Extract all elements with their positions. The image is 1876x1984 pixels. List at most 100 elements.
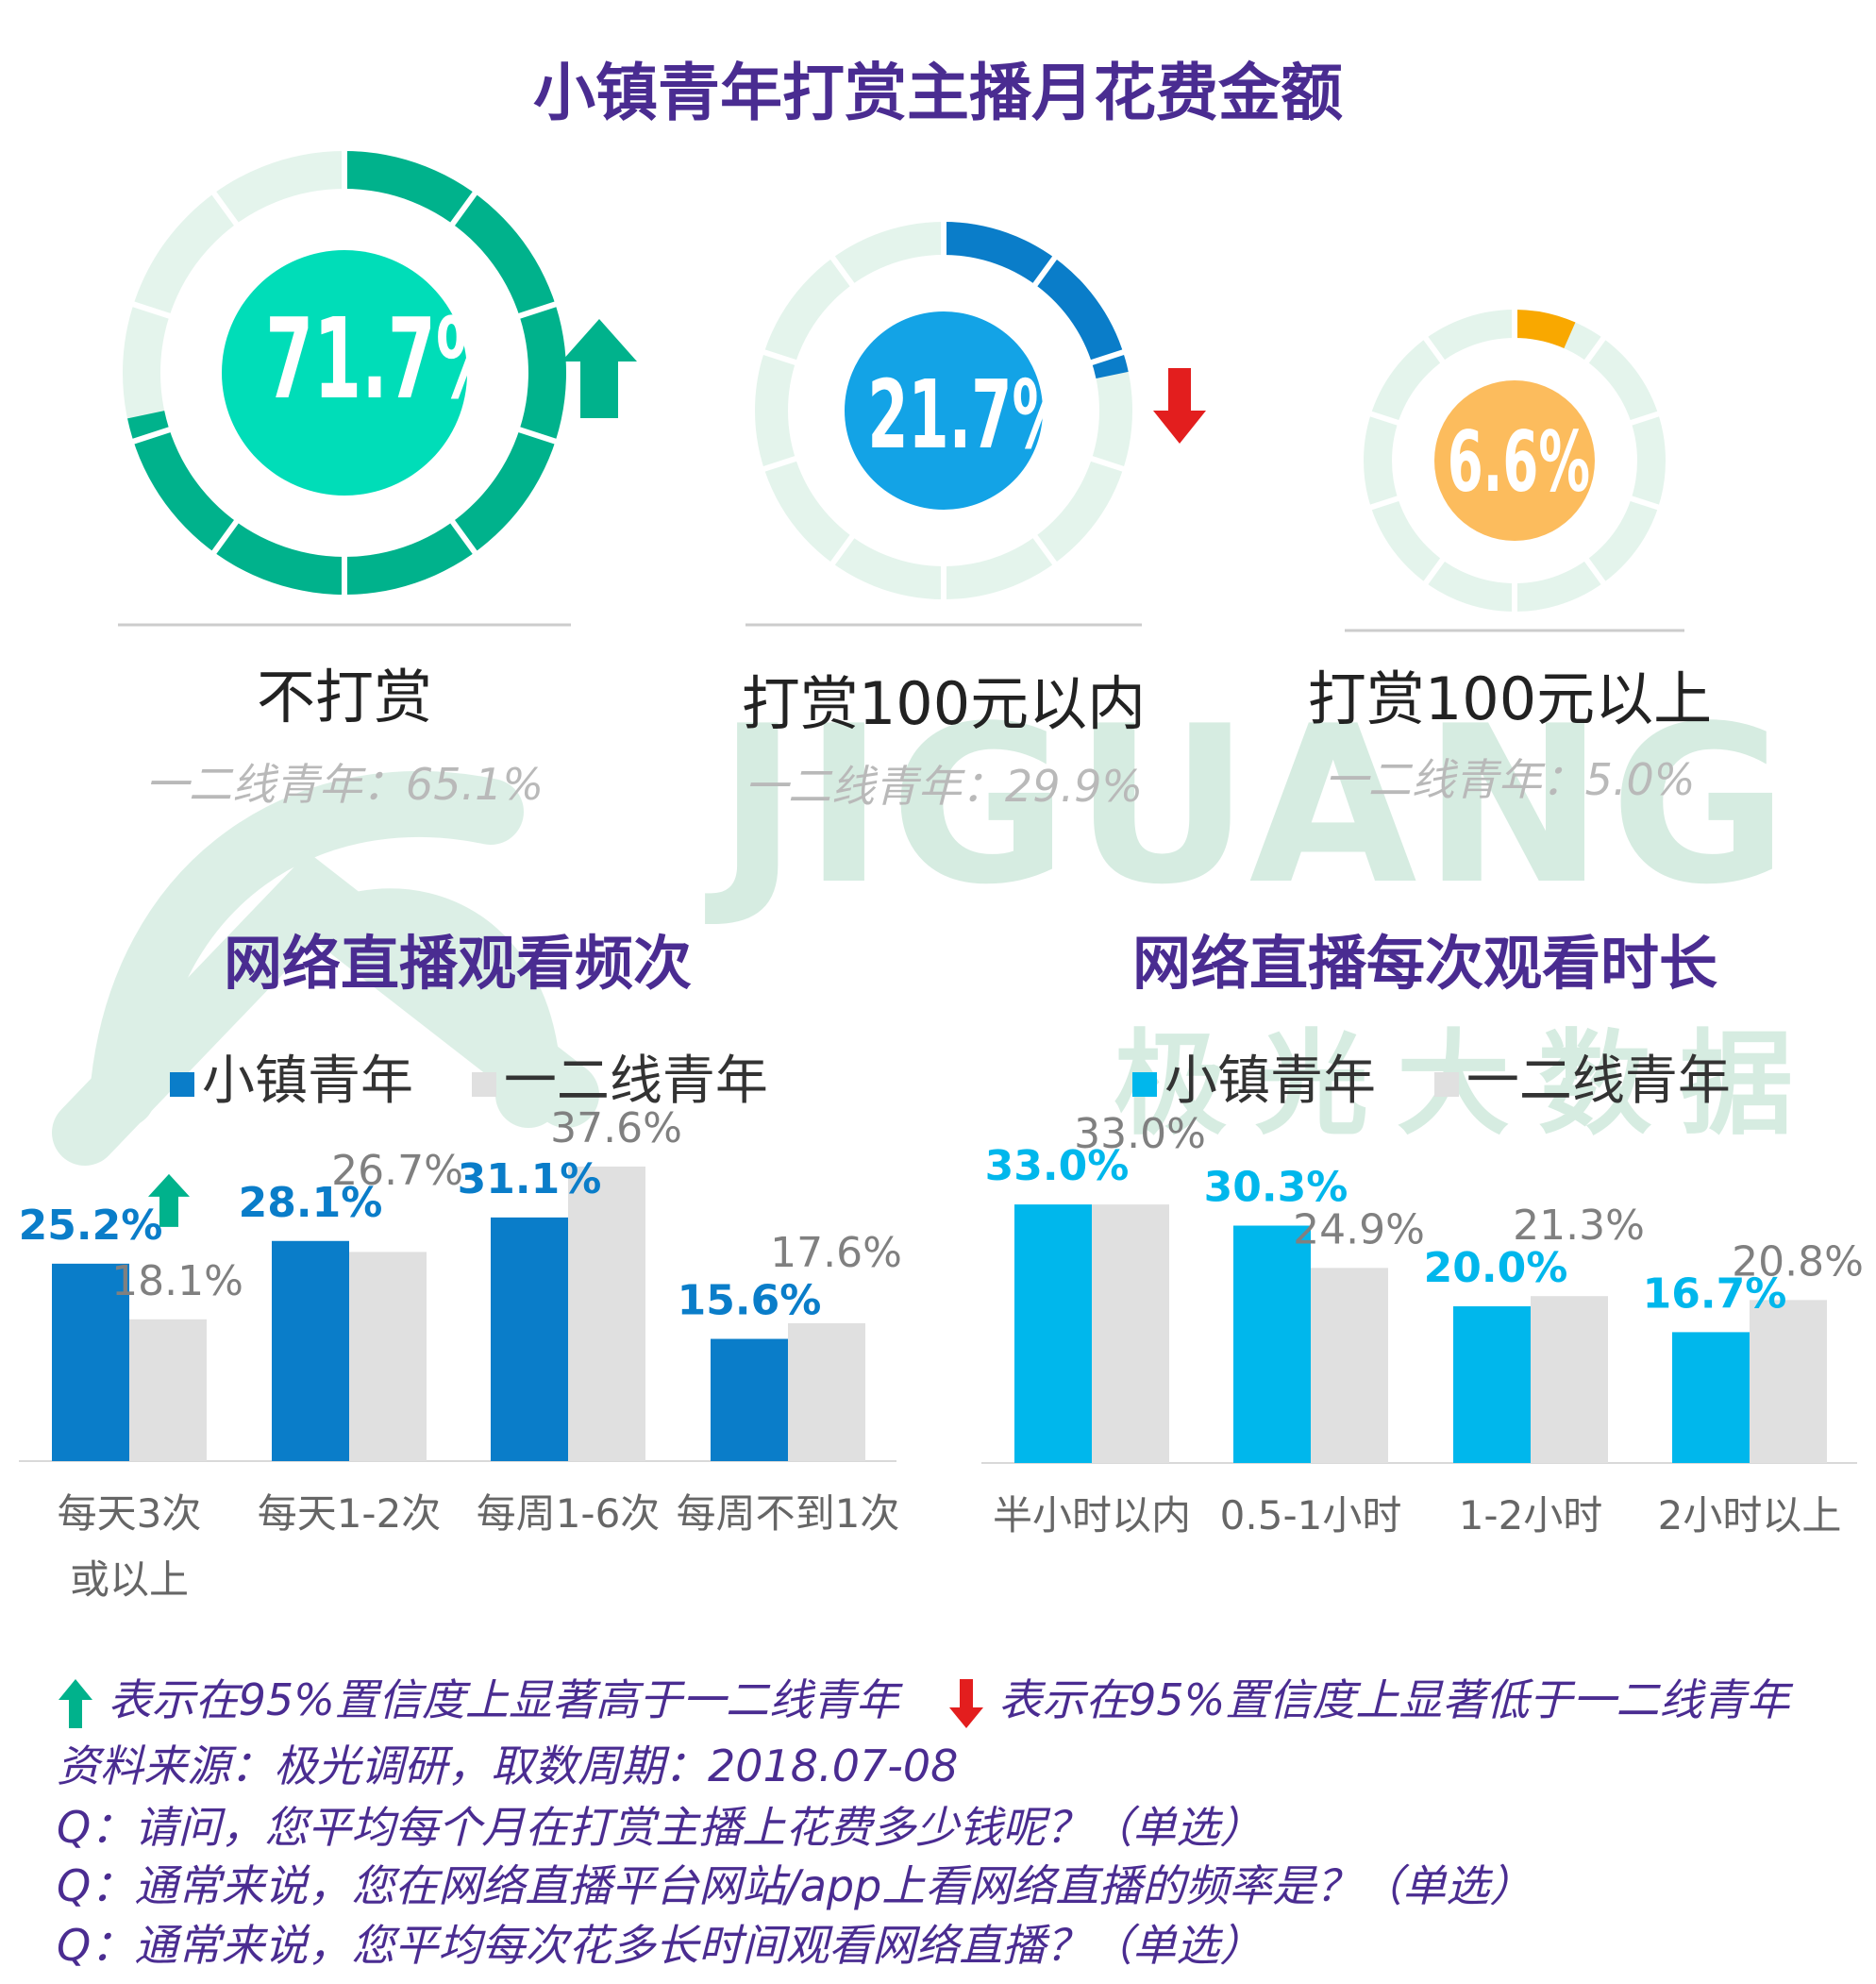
- donut-segment-divider: [1583, 556, 1607, 586]
- down-arrow-note: 表示在95%置信度上显著低于一二线青年: [998, 1674, 1790, 1725]
- legend-item-city-2: 一二线青年: [1433, 1038, 1731, 1115]
- donut-segment-divider: [210, 190, 240, 227]
- significance-up-arrow-icon: [148, 1173, 190, 1227]
- page-title: 小镇青年打赏主播月花费金额: [533, 57, 1343, 129]
- bar-town: [1672, 1332, 1750, 1463]
- donut-value-over-100: 6.6%: [1447, 413, 1591, 511]
- data-label-city: 37.6%: [550, 1104, 682, 1152]
- duration-chart-title: 网络直播每次观看时长: [1131, 929, 1717, 998]
- freq-chart-title: 网络直播观看频次: [223, 929, 692, 998]
- data-label-city: 24.9%: [1293, 1205, 1425, 1253]
- donut-segment-divider: [449, 190, 478, 227]
- data-label-city: 21.3%: [1513, 1202, 1645, 1250]
- legend-label-city: 一二线青年: [503, 1051, 768, 1112]
- bar-town: [1233, 1225, 1311, 1463]
- category-label: 半小时以内: [993, 1492, 1191, 1538]
- donut-segment-divider: [449, 518, 478, 556]
- watermark-brand-en: JIGUANG: [717, 681, 1794, 933]
- bar-city: [1750, 1300, 1827, 1463]
- down-arrow-icon: [1153, 368, 1206, 444]
- donut-segment-divider: [829, 533, 856, 567]
- bar-city: [349, 1252, 427, 1461]
- donut-label-no-tip: 不打赏: [256, 663, 432, 731]
- data-label-city: 18.1%: [111, 1257, 243, 1305]
- donut-compare-over-100: 一二线青年：5.0%: [1324, 754, 1696, 805]
- data-label-city: 17.6%: [770, 1229, 902, 1277]
- legend-label-city-2: 一二线青年: [1466, 1051, 1731, 1112]
- bar-town: [1014, 1204, 1092, 1463]
- up-arrow-icon: [561, 319, 637, 418]
- donut-segment-divider: [761, 348, 798, 366]
- donut-value-arc: [944, 222, 1129, 379]
- category-label: 1-2小时: [1459, 1492, 1603, 1538]
- legend-swatch-city-2: [1433, 1071, 1459, 1097]
- donut-segment-divider: [829, 254, 856, 288]
- question-1: Q：请问，您平均每个月在打赏主播上花费多少钱呢？（单选）: [57, 1802, 1264, 1853]
- legend-swatch-city: [471, 1071, 496, 1097]
- donut-center: [1434, 380, 1595, 541]
- legend-item-city: 一二线青年: [471, 1038, 768, 1115]
- donut-segment-divider: [1628, 411, 1661, 427]
- question-3: Q：通常来说，您平均每次花多长时间观看网络直播？（单选）: [57, 1920, 1264, 1971]
- donut-segment-divider: [210, 518, 240, 556]
- bar-town: [272, 1240, 349, 1461]
- category-label: 每天3次: [58, 1490, 202, 1537]
- donut-center: [222, 250, 467, 496]
- bar-town: [1453, 1306, 1531, 1463]
- donut-segment-divider: [1422, 556, 1447, 586]
- donut-segment-divider: [1422, 335, 1447, 365]
- category-label: 每周不到1次: [677, 1490, 900, 1537]
- donut-center: [845, 311, 1043, 510]
- duration-legend: 小镇青年 一二线青年: [1132, 1038, 1772, 1115]
- bar-city: [129, 1319, 207, 1461]
- donut-segment-divider: [1628, 495, 1661, 511]
- donut-segment-divider: [1368, 411, 1401, 427]
- donut-label-under-100: 打赏100元以内: [741, 669, 1147, 738]
- data-label-town: 16.7%: [1643, 1269, 1787, 1318]
- up-arrow-note: 表示在95%置信度上显著高于一二线青年: [108, 1674, 899, 1725]
- bar-town: [491, 1217, 568, 1461]
- legend-swatch-town: [170, 1071, 194, 1097]
- donut-segment-divider: [1368, 495, 1401, 511]
- donut-segment-divider: [1031, 533, 1059, 567]
- donut-segment-divider: [516, 300, 559, 320]
- legend-label-town: 小镇青年: [202, 1051, 413, 1112]
- freq-legend: 小镇青年 一二线青年: [170, 1038, 810, 1115]
- source-note: 资料来源：极光调研，取数周期：2018.07-08: [57, 1740, 959, 1791]
- data-label-city: 20.8%: [1732, 1237, 1864, 1286]
- donut-compare-under-100: 一二线青年：29.9%: [744, 761, 1144, 812]
- bar-city: [1311, 1268, 1388, 1463]
- data-label-city: 33.0%: [1074, 1110, 1206, 1158]
- category-label: 每天1-2次: [258, 1490, 442, 1537]
- bar-city: [1092, 1204, 1169, 1463]
- significance-legend: 表示在95%置信度上显著高于一二线青年 表示在95%置信度上显著低于一二线青年: [57, 1666, 1789, 1730]
- donut-label-over-100: 打赏100元以上: [1307, 664, 1713, 733]
- data-label-town: 31.1%: [458, 1155, 602, 1203]
- bar-city: [568, 1166, 645, 1461]
- category-label: 0.5-1小时: [1220, 1492, 1402, 1538]
- bar-town: [711, 1338, 788, 1461]
- donut-segment-divider: [1583, 335, 1607, 365]
- donut-compare-no-tip: 一二线青年：65.1%: [144, 759, 544, 810]
- donut-segment-divider: [1031, 254, 1059, 288]
- bar-city: [1531, 1296, 1608, 1463]
- data-label-town: 20.0%: [1424, 1244, 1568, 1292]
- donut-value-arc: [1515, 310, 1576, 349]
- donut-segment-divider: [761, 455, 798, 473]
- data-label-town: 28.1%: [239, 1179, 383, 1227]
- donut-segment-divider: [130, 426, 173, 446]
- category-label: 2小时以上: [1658, 1492, 1842, 1538]
- donut-segment-divider: [1089, 348, 1127, 366]
- donut-segment-divider: [516, 426, 559, 446]
- category-label: 或以上: [70, 1556, 189, 1603]
- data-label-town: 25.2%: [19, 1202, 163, 1250]
- data-label-town: 15.6%: [678, 1277, 822, 1325]
- down-arrow-icon: [948, 1678, 983, 1728]
- question-2: Q：通常来说，您在网络直播平台网站/app上看网络直播的频率是？（单选）: [57, 1860, 1533, 1911]
- data-label-city: 26.7%: [331, 1147, 463, 1195]
- category-label: 每周1-6次: [477, 1490, 661, 1537]
- bar-city: [788, 1322, 865, 1461]
- legend-item-town-2: 小镇青年: [1132, 1038, 1376, 1115]
